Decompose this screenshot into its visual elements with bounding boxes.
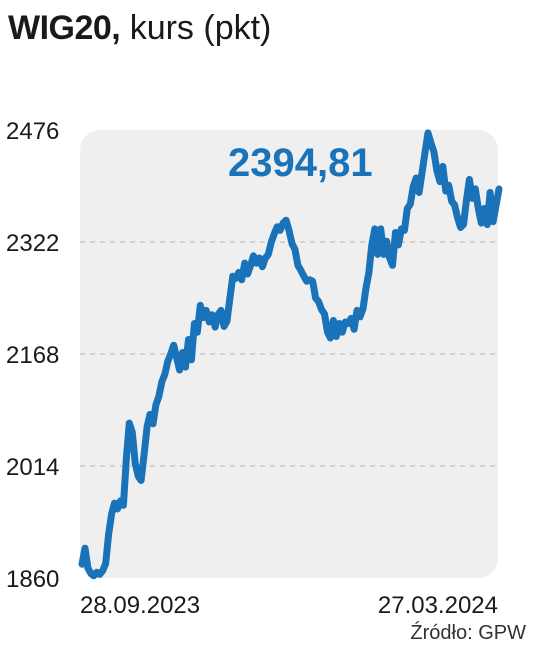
x-tick-label: 28.09.2023	[80, 592, 200, 619]
x-tick-label: 27.03.2024	[378, 592, 498, 619]
y-tick-label: 1860	[6, 566, 59, 593]
last-value-label: 2394,81	[228, 141, 373, 185]
index-name: WIG20,	[8, 9, 121, 47]
unit-label: kurs (pkt)	[129, 9, 272, 47]
source-note: Źródło: GPW	[410, 622, 526, 644]
y-tick-label: 2322	[6, 230, 59, 257]
y-tick-label: 2168	[6, 342, 59, 369]
series-line	[78, 129, 503, 580]
y-tick-label: 2014	[6, 454, 59, 481]
chart-title: WIG20, kurs (pkt)	[8, 4, 271, 52]
y-tick-label: 2476	[6, 118, 59, 145]
